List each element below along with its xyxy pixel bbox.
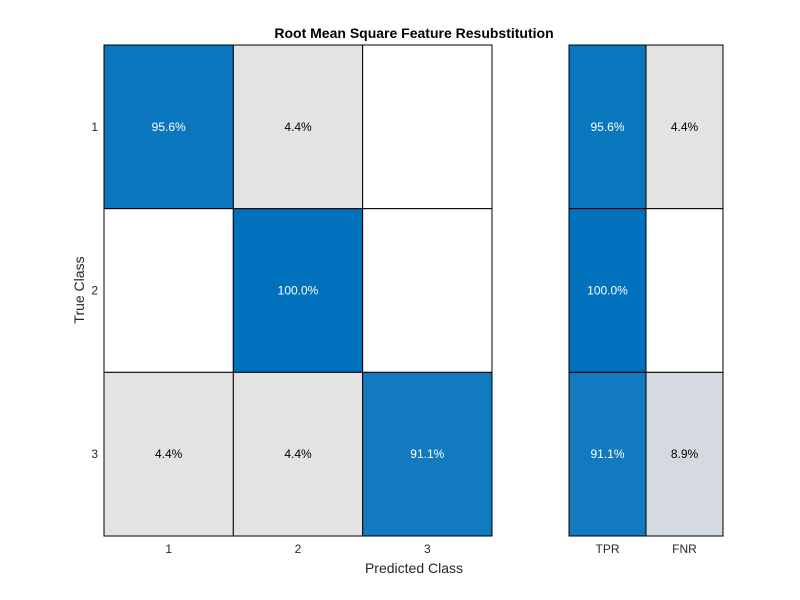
summary-tick-fnr: FNR (672, 542, 697, 556)
confusion-matrix: 95.6% 4.4% 100.0% 4.4% 4.4% 91.1% (103, 44, 493, 537)
col-tick-2: 2 (295, 542, 302, 556)
chart-title: Root Mean Square Feature Resubstitution (274, 25, 553, 41)
summary-matrix: 95.6% 4.4% 100.0% 91.1% 8.9% (568, 44, 724, 537)
matrix-value-r3-c1: 4.4% (155, 447, 183, 461)
matrix-cell-r3-c2 (232, 371, 364, 537)
summary-cell-r1-c2 (645, 44, 724, 210)
matrix-value-r1-c1: 95.6% (152, 120, 186, 134)
summary-cell-r2-c2 (645, 208, 724, 373)
row-tick-1: 1 (91, 120, 98, 134)
matrix-cell-r2-c3 (362, 208, 493, 373)
matrix-cell-r3-c1 (103, 371, 234, 537)
matrix-cell-r2-c1 (103, 208, 234, 373)
summary-value-r2-c1: 100.0% (587, 284, 628, 298)
summary-cell-r3-c2 (645, 371, 724, 537)
matrix-value-r2-c2: 100.0% (278, 284, 319, 298)
summary-tick-tpr: TPR (596, 542, 620, 556)
summary-tick-labels: TPR FNR (596, 542, 698, 556)
matrix-cell-r3-c3 (362, 371, 493, 537)
row-tick-3: 3 (91, 447, 98, 461)
matrix-value-r3-c3: 91.1% (410, 447, 444, 461)
row-tick-2: 2 (91, 284, 98, 298)
col-tick-1: 1 (165, 542, 172, 556)
matrix-value-r3-c2: 4.4% (284, 447, 312, 461)
matrix-value-r1-c2: 4.4% (284, 120, 312, 134)
y-axis-label: True Class (71, 256, 87, 323)
summary-value-r3-c2: 8.9% (671, 447, 699, 461)
summary-value-r1-c1: 95.6% (590, 120, 624, 134)
matrix-cell-r2-c2 (232, 208, 364, 373)
col-tick-labels: 1 2 3 (165, 542, 431, 556)
summary-cell-r3-c1 (568, 371, 647, 537)
row-tick-labels: 1 2 3 (91, 120, 98, 461)
matrix-cell-r1-c2 (232, 44, 364, 210)
matrix-cell-r1-c1 (103, 44, 234, 210)
summary-value-r1-c2: 4.4% (671, 120, 699, 134)
matrix-cell-r1-c3 (362, 44, 493, 210)
summary-value-r3-c1: 91.1% (590, 447, 624, 461)
col-tick-3: 3 (424, 542, 431, 556)
x-axis-label: Predicted Class (365, 560, 463, 576)
